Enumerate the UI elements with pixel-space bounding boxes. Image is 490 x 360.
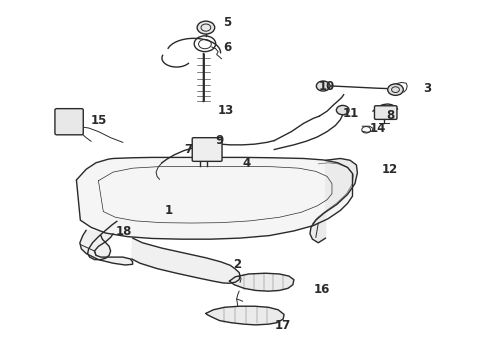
Circle shape bbox=[317, 81, 330, 91]
Text: 13: 13 bbox=[218, 104, 234, 117]
Polygon shape bbox=[206, 306, 284, 325]
Text: 9: 9 bbox=[216, 134, 224, 147]
Text: 8: 8 bbox=[387, 109, 395, 122]
Text: 17: 17 bbox=[274, 319, 291, 332]
FancyBboxPatch shape bbox=[374, 106, 397, 120]
Polygon shape bbox=[88, 221, 117, 260]
Polygon shape bbox=[229, 273, 294, 291]
FancyBboxPatch shape bbox=[192, 138, 222, 161]
Text: 11: 11 bbox=[343, 107, 359, 120]
Polygon shape bbox=[132, 238, 240, 283]
Text: 14: 14 bbox=[369, 122, 386, 135]
Text: 5: 5 bbox=[223, 16, 231, 29]
Text: 15: 15 bbox=[91, 114, 107, 127]
Text: 1: 1 bbox=[164, 204, 172, 217]
Text: 4: 4 bbox=[243, 157, 251, 170]
Text: 18: 18 bbox=[116, 225, 132, 238]
Circle shape bbox=[388, 84, 403, 95]
Circle shape bbox=[336, 105, 349, 115]
Text: 12: 12 bbox=[382, 163, 398, 176]
FancyBboxPatch shape bbox=[55, 109, 83, 135]
Text: 16: 16 bbox=[314, 283, 330, 296]
Text: 2: 2 bbox=[233, 258, 241, 271]
Text: 10: 10 bbox=[318, 80, 335, 93]
Circle shape bbox=[197, 21, 215, 34]
Polygon shape bbox=[310, 158, 357, 243]
Text: 6: 6 bbox=[223, 41, 231, 54]
Text: 3: 3 bbox=[423, 82, 432, 95]
Polygon shape bbox=[76, 157, 352, 239]
Polygon shape bbox=[80, 230, 133, 265]
Text: 7: 7 bbox=[184, 143, 192, 156]
